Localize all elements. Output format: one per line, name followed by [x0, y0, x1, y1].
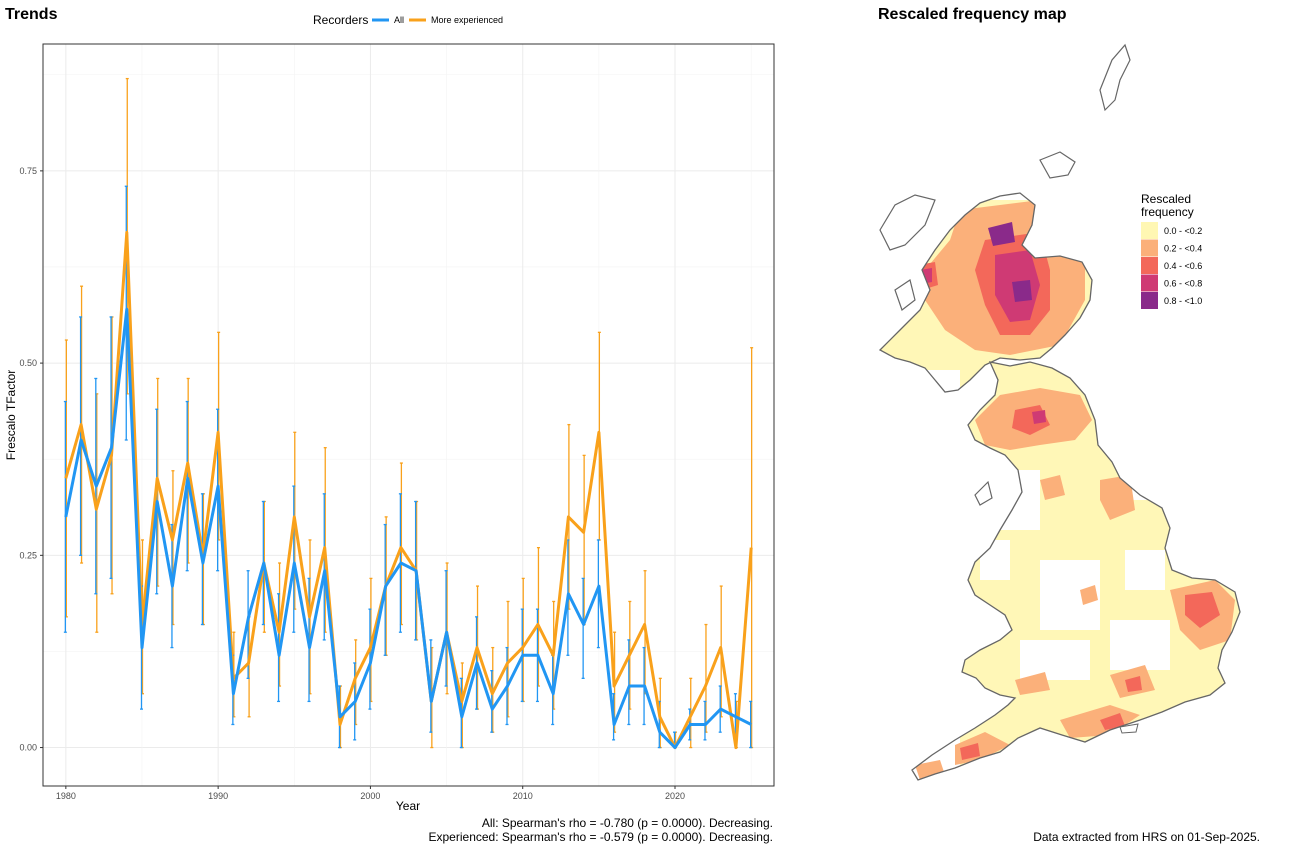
x-axis-label: Year [396, 799, 420, 813]
legend-label-all: All [394, 15, 404, 25]
all-series-line [64, 307, 752, 750]
axis-ticks: 0.00 0.25 0.50 0.75 1980 1990 2000 2010 2020 [19, 166, 685, 801]
experienced-error-bars [64, 77, 754, 749]
x-tick-label: 2000 [360, 791, 380, 801]
map-legend-title-line1: Rescaled [1141, 192, 1191, 206]
skye-outline [894, 279, 916, 311]
map-legend-swatch [1141, 292, 1158, 309]
series-legend: Recorders All More experienced [313, 13, 503, 27]
data-footnote: Data extracted from HRS on 01-Sep-2025. [1033, 830, 1260, 844]
map-legend-swatch [1141, 239, 1158, 257]
x-tick-label: 2020 [665, 791, 685, 801]
legend-label-experienced: More experienced [431, 15, 503, 25]
map-legend-label: 0.8 - <1.0 [1164, 296, 1202, 306]
shetland-outline [1099, 43, 1131, 112]
england-wales-outline [911, 361, 1241, 781]
map-legend-items: 0.0 - <0.2 0.2 - <0.4 0.4 - <0.6 0.6 - <0.8… [1141, 222, 1202, 309]
trends-title: Trends [5, 6, 58, 23]
isle-of-wight-outline [1119, 723, 1139, 734]
map-legend-swatch [1141, 274, 1158, 292]
map-legend-label: 0.6 - <0.8 [1164, 279, 1202, 289]
stats-experienced: Experienced: Spearman's rho = -0.579 (p … [429, 830, 774, 844]
x-tick-label: 1980 [56, 791, 76, 801]
grid-lines [43, 44, 774, 786]
y-axis-label: Frescalo TFactor [4, 370, 18, 460]
map-legend-swatch [1141, 257, 1158, 274]
map-legend-title-line2: frequency [1141, 205, 1194, 219]
map-legend-label: 0.2 - <0.4 [1164, 244, 1202, 254]
all-error-bars [63, 185, 753, 749]
map-legend-label: 0.4 - <0.6 [1164, 261, 1202, 271]
plot-border [42, 43, 775, 787]
y-tick-label: 0.75 [19, 166, 37, 176]
stats-all: All: Spearman's rho = -0.780 (p = 0.0000… [482, 816, 773, 830]
y-tick-label: 0.50 [19, 358, 37, 368]
map-legend-swatch [1141, 222, 1158, 239]
y-tick-label: 0.00 [19, 743, 37, 753]
x-tick-label: 2010 [513, 791, 533, 801]
x-tick-label: 1990 [208, 791, 228, 801]
map-title: Rescaled frequency map [878, 6, 1067, 23]
experienced-series-line [64, 230, 753, 750]
map-legend-label: 0.0 - <0.2 [1164, 226, 1202, 236]
map-legend: Rescaled frequency 0.0 - <0.20.2 - <0.40… [1141, 192, 1202, 309]
trend-plot-area [42, 43, 775, 787]
hebrides-outline [879, 194, 936, 251]
frequency-map [878, 43, 1241, 781]
legend-title: Recorders [313, 13, 368, 27]
orkney-outline [1039, 151, 1076, 179]
isle-of-man-outline [974, 480, 993, 506]
y-tick-label: 0.25 [19, 550, 37, 560]
scotland-outline [878, 192, 1093, 393]
